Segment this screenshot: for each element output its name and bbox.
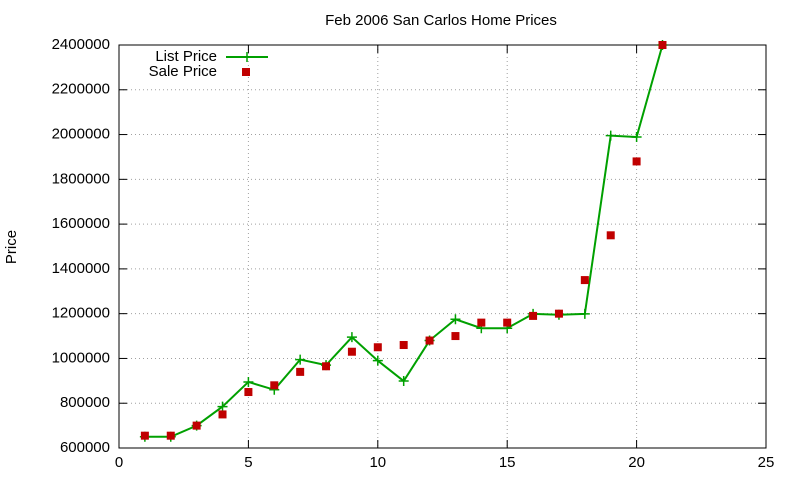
- data-point: [631, 132, 642, 143]
- legend-swatch: [242, 68, 250, 76]
- data-point: [270, 381, 279, 390]
- data-point: [218, 410, 227, 419]
- data-point: [529, 311, 538, 320]
- chart-title: Feb 2006 San Carlos Home Prices: [325, 12, 557, 29]
- data-point: [244, 388, 253, 397]
- legend-label: Sale Price: [149, 63, 217, 80]
- x-tick-label: 0: [115, 454, 123, 471]
- data-point: [372, 355, 383, 366]
- data-point: [166, 431, 175, 440]
- data-point: [632, 157, 641, 166]
- plot-frame: [118, 44, 767, 449]
- data-point: [399, 341, 408, 350]
- data-point: [295, 354, 306, 365]
- data-point: [347, 347, 356, 356]
- y-tick-label: 2000000: [52, 126, 110, 143]
- data-point: [373, 343, 382, 352]
- data-point: [605, 130, 616, 141]
- data-point: [346, 332, 357, 343]
- data-point: [503, 318, 512, 327]
- x-tick-label: 10: [369, 454, 386, 471]
- data-point: [477, 318, 486, 327]
- data-point: [243, 376, 254, 387]
- data-point: [322, 362, 331, 371]
- data-point: [606, 231, 615, 240]
- data-point: [580, 276, 589, 285]
- y-tick-label: 1800000: [52, 170, 110, 187]
- y-axis-label: Price: [3, 230, 20, 264]
- legend-label: List Price: [155, 48, 217, 65]
- y-tick-label: 2200000: [52, 81, 110, 98]
- data-point: [554, 309, 563, 318]
- data-point: [451, 332, 460, 341]
- y-tick-label: 600000: [60, 439, 110, 456]
- y-tick-label: 1200000: [52, 305, 110, 322]
- data-point: [579, 308, 590, 319]
- x-tick-label: 15: [499, 454, 516, 471]
- data-point: [217, 401, 228, 412]
- y-tick-label: 1000000: [52, 349, 110, 366]
- y-tick-label: 2400000: [52, 36, 110, 53]
- y-tick-label: 1400000: [52, 260, 110, 277]
- data-point: [140, 431, 149, 440]
- y-tick-label: 1600000: [52, 215, 110, 232]
- data-point: [658, 41, 667, 49]
- data-point: [450, 314, 461, 325]
- data-point: [425, 336, 434, 345]
- x-tick-label: 25: [758, 454, 775, 471]
- y-tick-label: 800000: [60, 394, 110, 411]
- x-tick-label: 5: [244, 454, 252, 471]
- data-point: [296, 367, 305, 376]
- data-point: [192, 421, 201, 430]
- data-point: [398, 376, 409, 387]
- legend-swatch: [242, 52, 252, 62]
- x-tick-label: 20: [628, 454, 645, 471]
